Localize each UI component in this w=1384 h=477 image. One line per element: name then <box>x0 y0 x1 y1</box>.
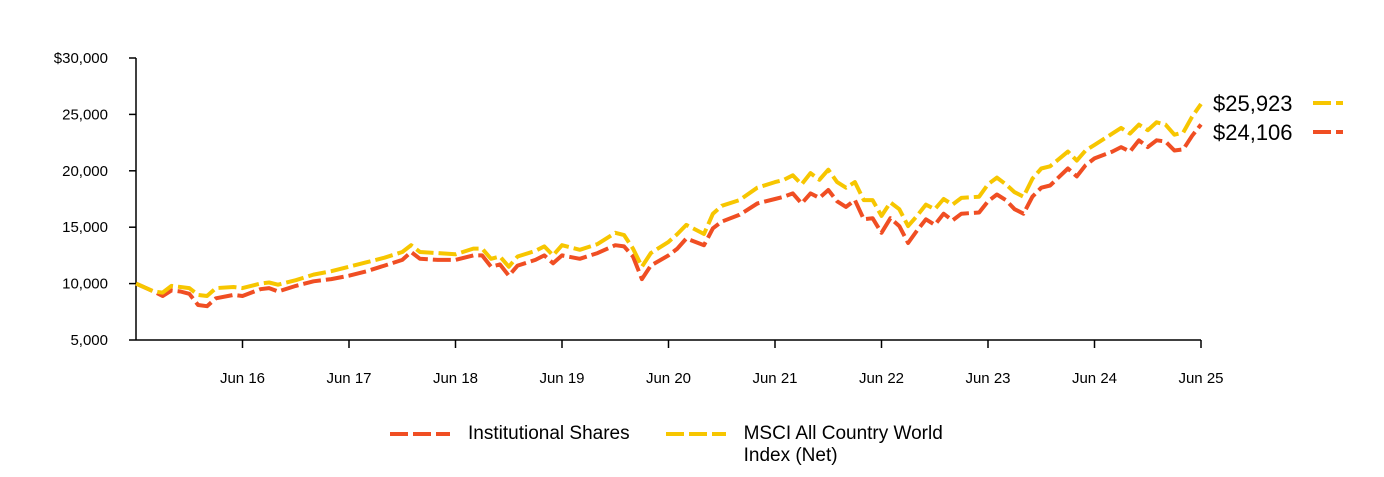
x-tick-label: Jun 24 <box>1072 370 1117 387</box>
x-tick-label: Jun 18 <box>433 370 478 387</box>
x-tick-label: Jun 17 <box>326 370 371 387</box>
end-value-label: $25,923 <box>1213 91 1293 116</box>
y-axis: $30,000 25,000 20,000 15,000 10,000 5,000 <box>54 50 137 349</box>
end-labels: $25,923 $24,106 <box>1213 91 1343 145</box>
x-tick-label: Jun 19 <box>539 370 584 387</box>
y-tick-label: 25,000 <box>62 106 108 123</box>
legend-item: Institutional Shares <box>390 423 630 467</box>
y-tick-label: 10,000 <box>62 276 108 293</box>
x-axis: Jun 16 Jun 17 Jun 18 Jun 19 Jun 20 Jun 21 Jun … <box>136 339 1224 387</box>
legend-swatch <box>390 432 450 436</box>
y-tick-label: $30,000 <box>54 50 108 67</box>
x-tick-label: Jun 22 <box>859 370 904 387</box>
y-tick-label: 15,000 <box>62 219 108 236</box>
legend: Institutional Shares MSCI All Country Wor… <box>390 423 984 467</box>
x-tick-label: Jun 16 <box>220 370 265 387</box>
end-value-label: $24,106 <box>1213 120 1293 145</box>
legend-label: MSCI All Country World Index (Net) <box>743 423 943 466</box>
y-tick-label: 5,000 <box>70 332 108 349</box>
legend-item: MSCI All Country World Index (Net) <box>665 423 984 467</box>
line-chart: $30,000 25,000 20,000 15,000 10,000 5,000 Jun… <box>54 50 1343 387</box>
x-tick-label: Jun 25 <box>1178 370 1223 387</box>
x-tick-label: Jun 23 <box>965 370 1010 387</box>
x-tick-label: Jun 21 <box>752 370 797 387</box>
series-line-institutional-shares <box>135 123 1203 309</box>
legend-label: Institutional Shares <box>468 423 630 444</box>
y-tick-label: 20,000 <box>62 163 108 180</box>
series-lines <box>135 102 1203 309</box>
x-tick-label: Jun 20 <box>646 370 691 387</box>
legend-swatch <box>665 432 726 436</box>
series-line-msci-acwi <box>135 102 1203 298</box>
